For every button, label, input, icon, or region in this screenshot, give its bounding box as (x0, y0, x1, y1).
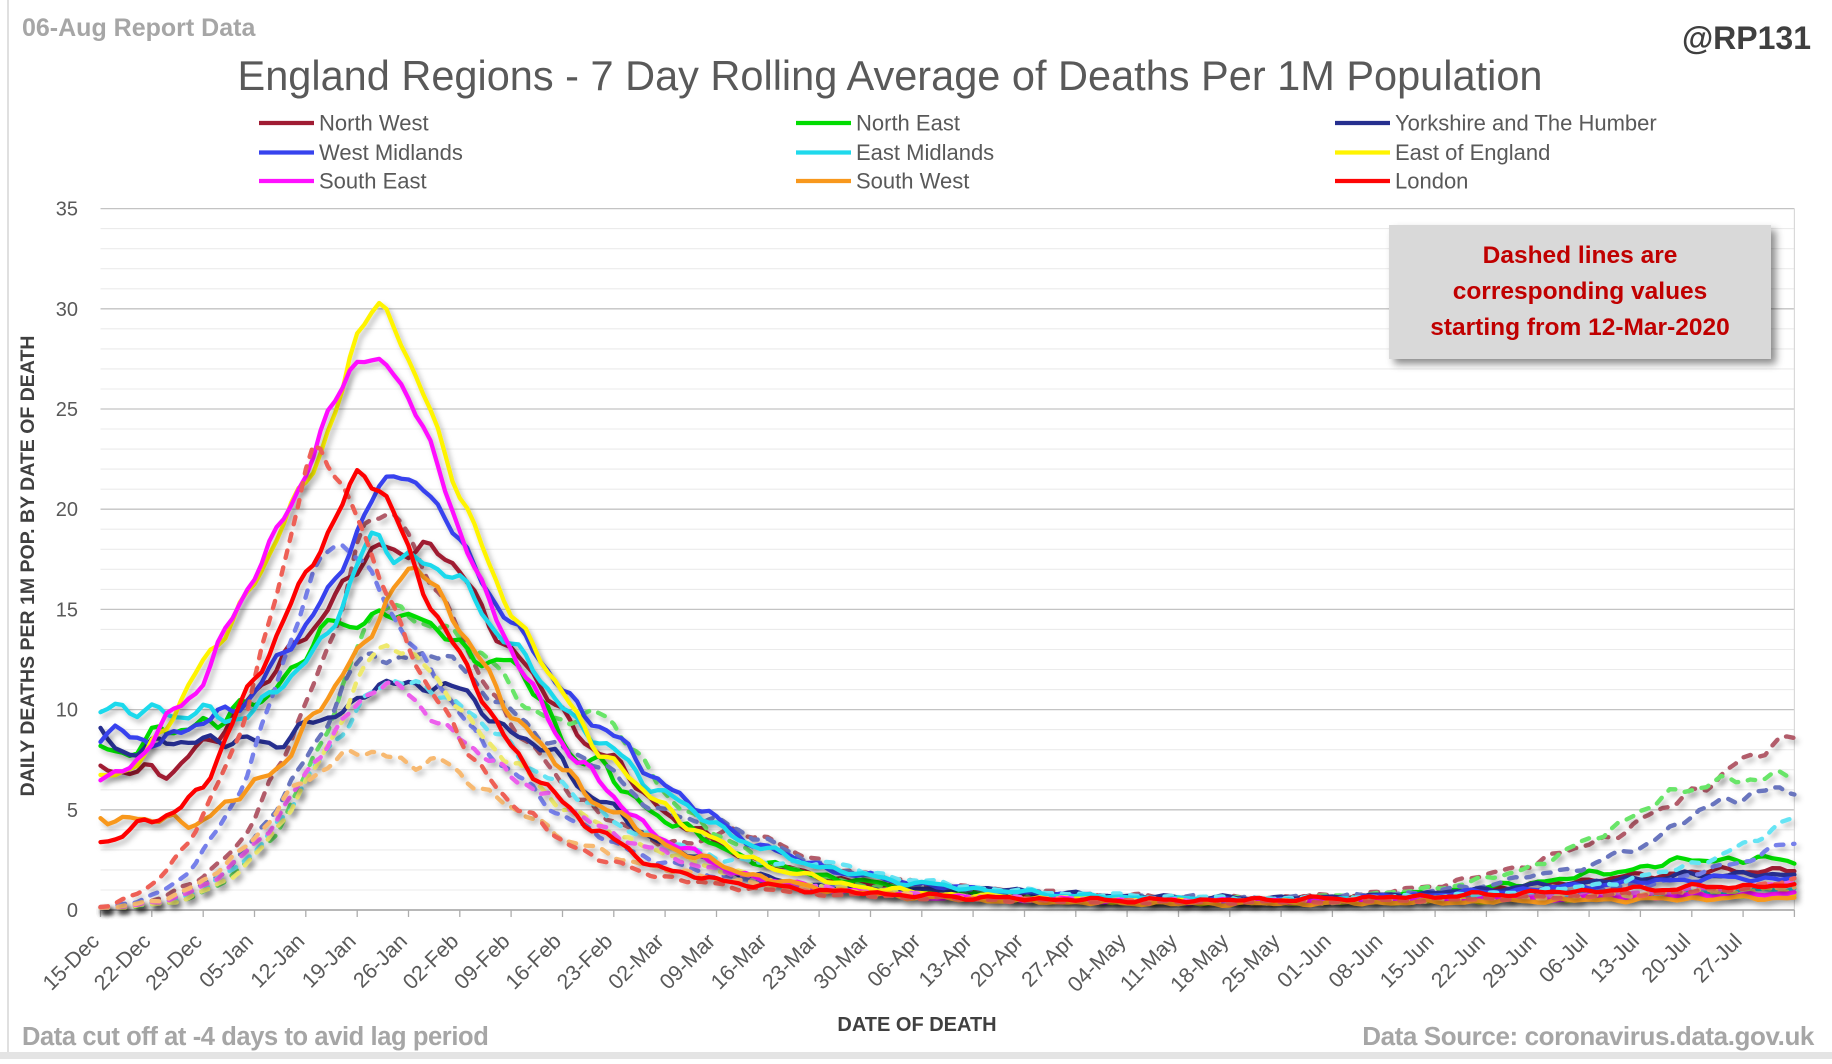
svg-text:Data Source: coronavirus.data.: Data Source: coronavirus.data.gov.uk (1362, 1021, 1815, 1051)
svg-text:Data cut off at -4 days to avi: Data cut off at -4 days to avid lag peri… (22, 1023, 488, 1051)
svg-text:East Midlands: East Midlands (856, 140, 994, 165)
svg-text:DATE OF DEATH: DATE OF DEATH (837, 1014, 996, 1036)
svg-text:South East: South East (319, 169, 427, 194)
svg-text:London: London (1395, 169, 1468, 194)
svg-text:5: 5 (67, 800, 78, 822)
svg-text:20: 20 (56, 499, 78, 521)
svg-text:30: 30 (56, 299, 78, 321)
svg-text:South West: South West (856, 169, 969, 194)
svg-text:England Regions - 7 Day Rollin: England Regions - 7 Day Rolling Average … (238, 52, 1543, 99)
svg-text:@RP131: @RP131 (1682, 20, 1811, 56)
svg-text:10: 10 (56, 700, 78, 722)
svg-text:East of England: East of England (1395, 140, 1550, 165)
svg-text:North West: North West (319, 111, 429, 136)
svg-text:West Midlands: West Midlands (319, 140, 463, 165)
svg-text:Dashed lines are: Dashed lines are (1483, 242, 1678, 269)
svg-text:corresponding values: corresponding values (1453, 278, 1708, 305)
svg-text:35: 35 (56, 199, 78, 221)
svg-text:Yorkshire and The Humber: Yorkshire and The Humber (1395, 111, 1657, 136)
svg-text:15: 15 (56, 599, 78, 621)
svg-text:starting from 12-Mar-2020: starting from 12-Mar-2020 (1430, 314, 1730, 341)
svg-text:25: 25 (56, 399, 78, 421)
svg-text:North East: North East (856, 111, 960, 136)
svg-text:0: 0 (67, 900, 78, 922)
svg-text:06-Aug Report Data: 06-Aug Report Data (22, 14, 256, 42)
svg-text:DAILY DEATHS PER 1M POP. BY DA: DAILY DEATHS PER 1M POP. BY DATE OF DEAT… (17, 336, 39, 797)
